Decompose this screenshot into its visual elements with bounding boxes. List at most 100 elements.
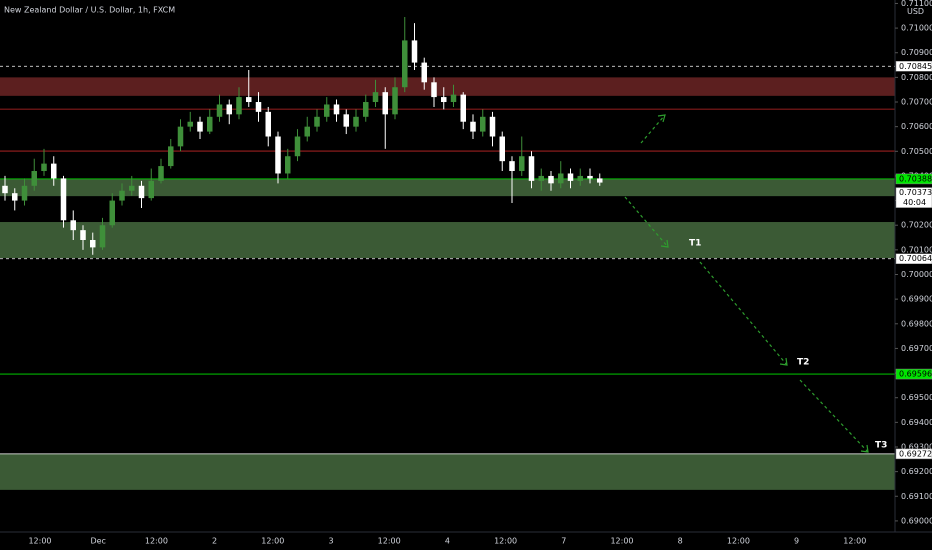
price-level-label: 0.70845: [899, 62, 932, 71]
candle-body: [255, 102, 262, 112]
target-label: T1: [689, 239, 701, 249]
y-tick-label: 0.69200: [901, 467, 932, 476]
target-label: T2: [797, 358, 809, 368]
price-level-label: 0.70064: [899, 254, 932, 263]
y-tick-label: 0.70100: [901, 245, 932, 254]
x-tick-label: 3: [328, 537, 333, 546]
x-tick-label: 12:00: [378, 537, 401, 546]
zone: [0, 77, 895, 96]
candle-body: [411, 40, 418, 63]
candle-body: [294, 136, 301, 157]
candle-body: [187, 121, 193, 127]
y-tick-label: 0.69300: [901, 442, 932, 451]
x-tick-label: 12:00: [843, 537, 866, 546]
arrow: [799, 379, 869, 453]
candle-body: [80, 230, 86, 241]
candle-body: [226, 104, 232, 115]
x-tick-label: 12:00: [494, 537, 517, 546]
y-tick-label: 0.70600: [901, 122, 932, 131]
candle-body: [489, 116, 496, 137]
last-price-label: 0.70373: [899, 188, 932, 197]
price-level-tag: [895, 253, 932, 264]
candle-body: [528, 156, 535, 181]
candle-body: [177, 126, 184, 147]
price-level-label: 0.69596: [899, 370, 932, 379]
axis-labels: 0.71100 0.71000 0.70900 0.70800 0.70700 0.706…: [28, 0, 932, 546]
x-tick-label: 2: [212, 537, 217, 546]
y-tick-label: 0.69700: [901, 344, 932, 353]
candle-body: [99, 225, 106, 248]
candle-body: [324, 104, 330, 117]
candle-body: [138, 185, 145, 199]
candle-body: [314, 116, 320, 127]
price-level-tag: [895, 61, 932, 72]
candle-body: [31, 171, 37, 186]
y-tick-label: 0.69900: [901, 295, 932, 304]
price-level-label: 0.70388: [899, 174, 932, 183]
candle-body: [236, 97, 242, 115]
candle-body: [577, 175, 583, 181]
y-tick-label: 0.71100: [901, 0, 932, 8]
x-tick-label: 12:00: [727, 537, 750, 546]
y-tick-label: 0.70000: [901, 270, 932, 279]
x-tick-label: Dec: [90, 537, 105, 546]
candle-body: [109, 200, 115, 226]
candle-body: [90, 240, 96, 248]
candle-body: [450, 94, 457, 103]
candle-body: [197, 121, 203, 132]
price-level-tag: [895, 173, 932, 185]
y-tick-label: 0.70200: [901, 221, 932, 230]
countdown-label: 40:04: [903, 198, 926, 207]
x-tick-label: 9: [794, 537, 799, 546]
zone: [0, 453, 895, 490]
candle-body: [246, 97, 252, 103]
candle-body: [60, 178, 67, 221]
y-tick-label: 0.69800: [901, 319, 932, 328]
target-label: T3: [875, 441, 887, 451]
candle-body: [567, 173, 574, 181]
candle-body: [21, 185, 28, 201]
candle-body: [421, 62, 427, 83]
y-tick-label: 0.70500: [901, 147, 932, 156]
zone: [0, 178, 895, 197]
candle-body: [333, 104, 340, 115]
x-tick-label: 8: [678, 537, 683, 546]
candle-body: [51, 163, 57, 179]
candle-body: [2, 185, 8, 194]
candle-body: [470, 121, 476, 132]
candle-body: [519, 156, 525, 172]
y-tick-label: 0.70700: [901, 98, 932, 107]
y-tick-label: 0.69500: [901, 393, 932, 402]
candle-body: [216, 104, 223, 117]
projection-arrows: [624, 114, 869, 453]
y-tick-label: 0.69000: [901, 516, 932, 525]
candle-body: [480, 116, 486, 132]
y-tick-label: 0.71000: [901, 24, 932, 33]
candle-body: [285, 156, 291, 174]
y-tick-label: 0.69400: [901, 418, 932, 427]
candle-body: [597, 178, 603, 183]
candle-body: [431, 82, 437, 98]
x-tick-label: 12:00: [610, 537, 633, 546]
candle-body: [460, 94, 466, 122]
y-tick-label: 0.69100: [901, 492, 932, 501]
arrow: [640, 114, 666, 144]
candle-body: [353, 116, 359, 127]
arrow: [699, 261, 788, 366]
candle-body: [275, 136, 281, 174]
last-price-tag: [895, 187, 932, 208]
x-tick-label: 12:00: [28, 537, 51, 546]
x-tick-label: 7: [561, 537, 566, 546]
candle-body: [343, 114, 349, 127]
x-tick-label: 12:00: [145, 537, 168, 546]
candle-body: [441, 97, 447, 103]
arrow-head: [660, 239, 669, 248]
candle-body: [207, 116, 213, 132]
candle-body: [382, 92, 388, 115]
candle-body: [158, 166, 164, 181]
candle-body: [509, 161, 515, 172]
candles: [2, 17, 603, 255]
price-level-tag: [895, 448, 932, 460]
candle-body: [168, 146, 174, 167]
